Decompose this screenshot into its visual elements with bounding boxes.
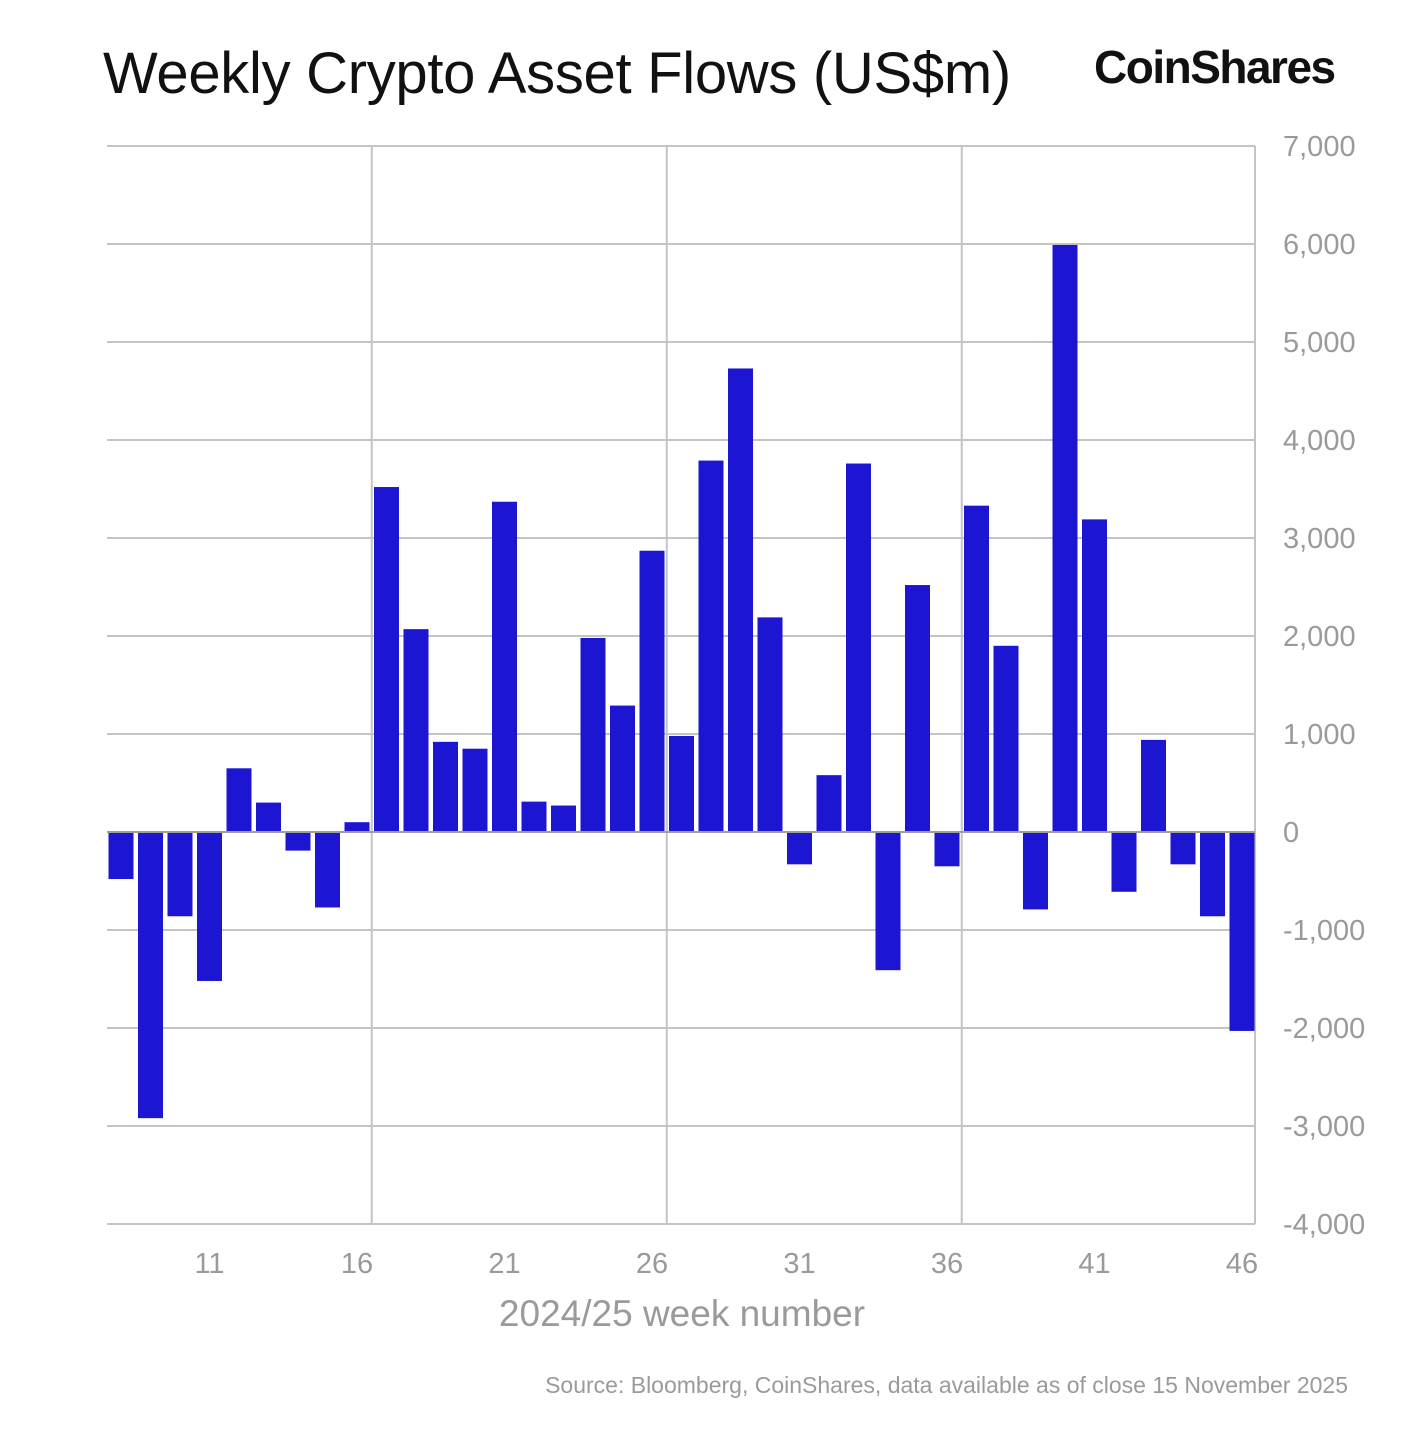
bar-week-37 (964, 505, 989, 832)
x-axis-title: 2024/25 week number (499, 1293, 865, 1334)
x-tick-label: 36 (931, 1248, 963, 1280)
bar-week-27 (669, 735, 694, 832)
bar-week-44 (1170, 832, 1196, 865)
x-tick-label: 41 (1078, 1248, 1110, 1280)
bar-week-34 (875, 832, 901, 971)
bar-week-17 (374, 487, 399, 832)
x-tick-label: 21 (488, 1248, 520, 1280)
x-tick-label: 16 (341, 1248, 373, 1280)
y-axis-tick-labels: -4,000 -3,000 -2,000 -1,000 0 1,000 2,000 3,000… (1283, 131, 1365, 1241)
y-tick-label: 2,000 (1283, 621, 1356, 653)
bar-week-28 (698, 460, 724, 832)
bar-week-10 (167, 832, 193, 917)
bar-week-25 (610, 705, 635, 832)
bar-week-19 (433, 741, 458, 832)
y-tick-label: -4,000 (1283, 1209, 1365, 1241)
x-tick-label: 11 (194, 1248, 224, 1280)
bar-week-15 (315, 832, 340, 908)
bar-week-11 (197, 832, 222, 981)
bar-week-35 (905, 585, 930, 832)
y-tick-label: 7,000 (1283, 131, 1356, 163)
bar-week-14 (285, 832, 311, 851)
bar-week-39 (1023, 832, 1048, 910)
bar-week-41 (1082, 519, 1107, 832)
bar-week-31 (787, 832, 812, 865)
y-tick-label: -1,000 (1283, 915, 1365, 947)
bar-week-26 (639, 550, 665, 832)
bar-week-46 (1229, 832, 1255, 1031)
bar-week-23 (551, 805, 576, 832)
y-tick-label: 4,000 (1283, 425, 1356, 457)
y-tick-label: -3,000 (1283, 1111, 1365, 1143)
bar-week-43 (1141, 739, 1166, 832)
y-tick-label: 6,000 (1283, 229, 1356, 261)
bar-week-32 (816, 775, 842, 832)
y-tick-label: 3,000 (1283, 523, 1356, 555)
bar-week-20 (462, 748, 488, 832)
bar-week-18 (403, 629, 429, 832)
bar-series (108, 244, 1255, 1119)
bar-week-38 (993, 645, 1019, 832)
bar-week-30 (757, 617, 783, 832)
y-tick-label: 5,000 (1283, 327, 1356, 359)
chart-title: Weekly Crypto Asset Flows (US$m) (103, 41, 1011, 106)
x-axis-tick-labels: 11 16 21 26 31 36 41 46 (194, 1248, 1258, 1280)
bar-week-9 (138, 832, 163, 1119)
coinshares-logo: CoinShares (1094, 41, 1336, 93)
y-tick-label: 0 (1283, 817, 1299, 849)
bar-week-45 (1200, 832, 1225, 917)
x-tick-label: 46 (1226, 1248, 1258, 1280)
bar-week-33 (846, 463, 871, 832)
bar-week-42 (1111, 832, 1137, 892)
bar-week-16 (344, 822, 370, 832)
bar-week-29 (728, 368, 753, 832)
x-tick-label: 26 (636, 1248, 668, 1280)
bar-week-24 (580, 637, 606, 832)
bar-week-21 (492, 501, 517, 832)
x-tick-label: 31 (783, 1248, 815, 1280)
bar-week-8 (108, 832, 134, 880)
source-note: Source: Bloomberg, CoinShares, data avai… (545, 1372, 1348, 1398)
bar-week-40 (1052, 244, 1078, 833)
bar-week-12 (226, 768, 252, 832)
y-tick-label: 1,000 (1283, 719, 1356, 751)
bar-week-22 (521, 801, 547, 832)
y-tick-label: -2,000 (1283, 1013, 1365, 1045)
bar-week-13 (256, 802, 281, 832)
bar-week-36 (934, 832, 960, 867)
